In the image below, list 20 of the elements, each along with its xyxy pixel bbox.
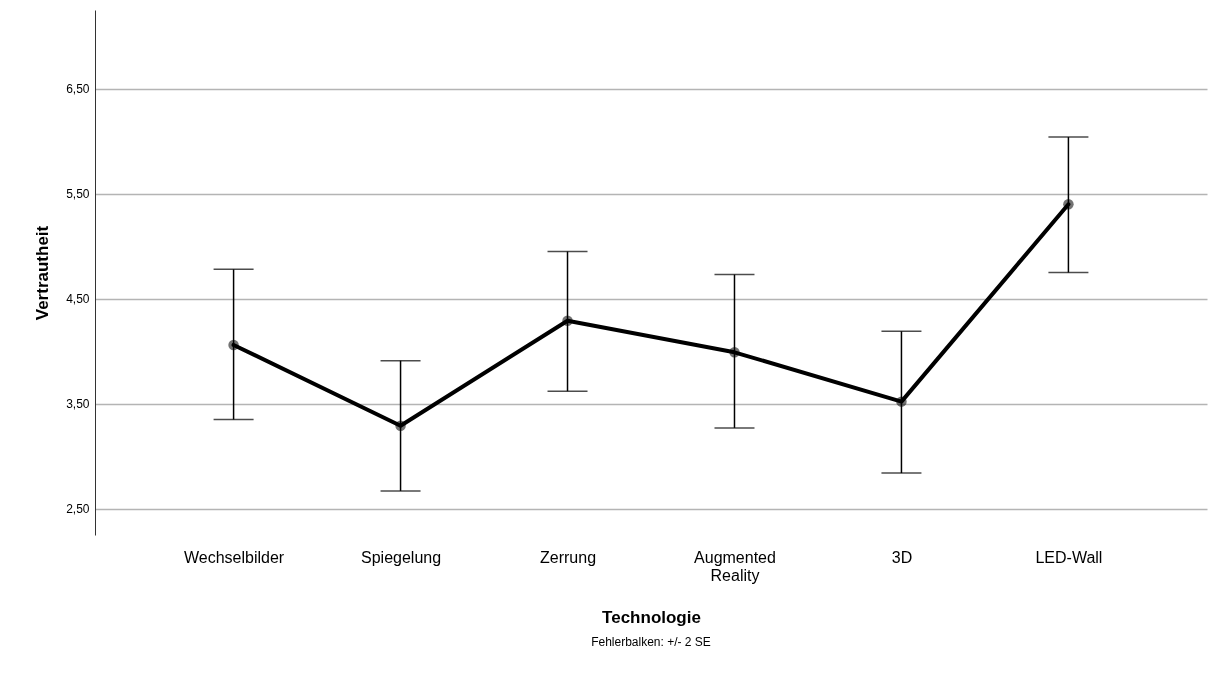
point — [729, 347, 740, 358]
point — [1063, 199, 1074, 210]
x-tick-label: Augmented Reality — [694, 548, 776, 584]
x-tick-label: 3D — [891, 548, 913, 566]
point — [228, 339, 239, 351]
x-tick-label: Spiegelung — [361, 548, 442, 566]
y-tick-label: 2,50 — [66, 502, 90, 517]
x-tick-label: LED-Wall — [1035, 548, 1103, 566]
y-tick-label: 5,50 — [66, 187, 90, 202]
point — [395, 420, 406, 432]
x-axis-title: Technologie — [602, 607, 701, 627]
y-axis-title: Vertrautheit — [33, 225, 53, 321]
point — [896, 396, 907, 407]
y-tick-label: 6,50 — [66, 82, 90, 97]
y-tick-label: 3,50 — [66, 397, 90, 412]
x-tick-label: Zerrung — [540, 548, 597, 566]
text: Fehlerbalken: +/- 2 SE — [591, 635, 711, 649]
y-tick-label: 4,50 — [66, 292, 90, 307]
point — [562, 315, 573, 327]
x-tick-label: Wechselbilder — [183, 548, 285, 566]
